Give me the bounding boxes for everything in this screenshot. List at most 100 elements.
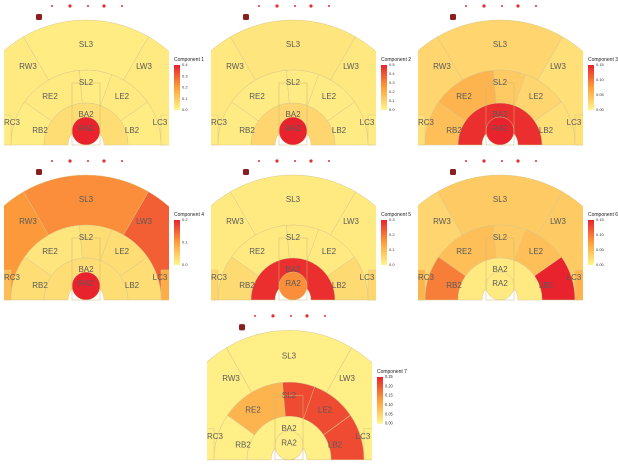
- indicator-dot: [535, 160, 537, 162]
- zone-label-rb2: RB2: [239, 281, 255, 290]
- zone-label-ba2: BA2: [285, 110, 301, 119]
- colorbar-tick-label: 0.2: [389, 89, 395, 94]
- zone-label-ba2: BA2: [492, 110, 508, 119]
- indicator-dot: [328, 5, 330, 7]
- indicator-dot: [68, 159, 71, 162]
- zone-label-lb2: LB2: [332, 126, 347, 135]
- colorbar-tick-label: 0.10: [596, 77, 605, 82]
- zone-label-sl2: SL2: [79, 78, 94, 87]
- indicator-dot: [290, 315, 292, 317]
- zone-label-sl3: SL3: [79, 195, 94, 204]
- zone-label-rc3: RC3: [418, 118, 435, 127]
- colorbar-tick-label: 0.00: [596, 107, 605, 112]
- zone-label-ra2: RA2: [281, 438, 297, 447]
- colorbar-tick-label: 0.15: [596, 217, 605, 222]
- colorbar-tick-label: 0.0: [182, 107, 188, 112]
- zone-rc3: [168, 270, 218, 300]
- ball-icon: [243, 14, 249, 20]
- zone-label-lc3: LC3: [153, 118, 168, 127]
- colorbar: [588, 220, 594, 265]
- zone-label-rw3: RW3: [19, 62, 37, 71]
- colorbar-tick-label: 0.0: [389, 262, 395, 267]
- zone-label-sl3: SL3: [282, 351, 297, 360]
- zone-label-lw3: LW3: [136, 62, 152, 71]
- indicator-dot: [482, 159, 485, 162]
- colorbar-tick-label: 0.3: [182, 73, 188, 78]
- zone-label-ba2: BA2: [281, 424, 297, 433]
- zone-label-sl2: SL2: [493, 78, 508, 87]
- zone-label-ra2: RA2: [78, 124, 94, 133]
- colorbar-tick-label: 0.1: [182, 96, 188, 101]
- zone-label-re2: RE2: [249, 247, 265, 256]
- colorbar-title: Component 4: [174, 212, 204, 218]
- zone-label-le2: LE2: [318, 405, 333, 414]
- indicator-dot: [275, 4, 278, 7]
- indicator-dot: [102, 4, 105, 7]
- indicator-dot: [121, 160, 123, 162]
- zone-label-sl3: SL3: [286, 195, 301, 204]
- colorbar-tick-label: 0.00: [385, 421, 393, 426]
- colorbar-tick-label: 0.20: [385, 383, 393, 388]
- ball-icon: [36, 169, 42, 175]
- zone-label-lb2: LB2: [125, 281, 140, 290]
- indicator-dot: [501, 160, 503, 162]
- zone-label-lc3: LC3: [567, 118, 582, 127]
- indicator-dot: [51, 5, 53, 7]
- zone-label-lb2: LB2: [125, 126, 140, 135]
- zone-label-rb2: RB2: [446, 126, 462, 135]
- zone-label-le2: LE2: [529, 247, 544, 256]
- indicator-dot: [51, 160, 53, 162]
- zone-label-sl2: SL2: [493, 233, 508, 242]
- zone-label-rb2: RB2: [32, 281, 48, 290]
- indicator-dot: [305, 314, 308, 317]
- indicator-dot: [68, 4, 71, 7]
- colorbar-tick-label: 0.10: [596, 232, 605, 237]
- colorbar-tick-label: 0.0: [389, 107, 395, 112]
- zone-label-lw3: LW3: [339, 374, 355, 383]
- colorbar-tick-label: 0.2: [182, 85, 188, 90]
- zone-label-lb2: LB2: [539, 281, 554, 290]
- zone-label-rc3: RC3: [211, 273, 228, 282]
- indicator-dot: [271, 314, 274, 317]
- indicator-dot: [294, 160, 296, 162]
- zone-label-ba2: BA2: [492, 265, 508, 274]
- zone-label-rw3: RW3: [433, 217, 451, 226]
- indicator-dot: [87, 5, 89, 7]
- indicator-dot: [294, 5, 296, 7]
- colorbar-tick-label: 0.15: [385, 393, 393, 398]
- colorbar-tick-label: 0.0: [182, 262, 188, 267]
- zone-lc3: [368, 270, 418, 300]
- zone-label-ra2: RA2: [492, 124, 508, 133]
- zone-rc3: [375, 270, 425, 300]
- indicator-dot: [254, 315, 256, 317]
- zone-label-le2: LE2: [322, 247, 337, 256]
- zone-label-lw3: LW3: [136, 217, 152, 226]
- indicator-dot: [309, 4, 312, 7]
- indicator-dot: [275, 159, 278, 162]
- ball-icon: [239, 324, 245, 330]
- colorbar-tick-label: 0.1: [182, 240, 188, 245]
- colorbar: [174, 65, 180, 110]
- zone-label-re2: RE2: [456, 247, 472, 256]
- colorbar-tick-label: 0.4: [389, 71, 395, 76]
- zone-label-re2: RE2: [456, 92, 472, 101]
- indicator-dot: [309, 159, 312, 162]
- colorbar-tick-label: 0.05: [596, 247, 605, 252]
- zone-label-rw3: RW3: [222, 374, 240, 383]
- zone-rc3: [375, 115, 425, 145]
- zone-label-rb2: RB2: [239, 126, 255, 135]
- zone-label-rc3: RC3: [418, 273, 435, 282]
- indicator-dot: [501, 5, 503, 7]
- colorbar-tick-label: 0.00: [596, 262, 605, 267]
- zone-label-lb2: LB2: [539, 126, 554, 135]
- ball-icon: [243, 169, 249, 175]
- colorbar-tick-label: 0.4: [182, 62, 188, 67]
- zone-label-lw3: LW3: [550, 62, 566, 71]
- zone-label-ra2: RA2: [78, 279, 94, 288]
- indicator-dot: [482, 4, 485, 7]
- zone-lc3: [161, 270, 211, 300]
- zone-label-le2: LE2: [115, 92, 130, 101]
